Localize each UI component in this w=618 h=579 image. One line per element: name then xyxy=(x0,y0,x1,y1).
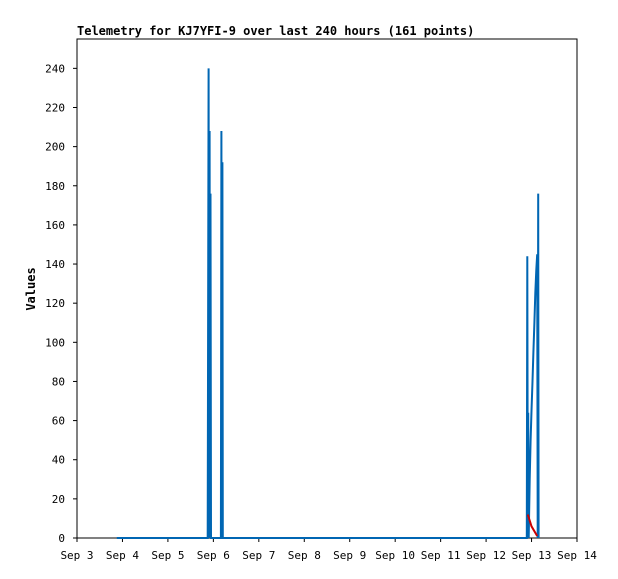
y-tick-label: 20 xyxy=(52,493,65,506)
y-tick-label: 40 xyxy=(52,454,65,467)
x-tick-label: Sep 6 xyxy=(197,549,230,562)
x-tick-label: Sep 8 xyxy=(288,549,321,562)
x-tick-label: Sep 13 xyxy=(512,549,552,562)
y-tick-label: 200 xyxy=(45,141,65,154)
x-tick-label: Sep 11 xyxy=(421,549,461,562)
x-tick-label: Sep 4 xyxy=(106,549,139,562)
x-tick-label: Sep 14 xyxy=(557,549,597,562)
x-tick-label: Sep 5 xyxy=(151,549,184,562)
series-layer xyxy=(116,68,540,539)
y-tick-label: 120 xyxy=(45,297,65,310)
x-axis: Sep 3 Sep 4 Sep 5 Sep 6 Sep 7 Sep 8 Sep 9 Sep 1… xyxy=(60,538,597,562)
x-tick-label: Sep 12 xyxy=(466,549,506,562)
y-tick-label: 180 xyxy=(45,180,65,193)
series-line-2 xyxy=(526,514,539,537)
y-tick-label: 0 xyxy=(58,532,65,545)
y-tick-label: 160 xyxy=(45,219,65,232)
y-tick-label: 140 xyxy=(45,258,65,271)
x-tick-label: Sep 9 xyxy=(333,549,366,562)
y-tick-label: 80 xyxy=(52,375,65,388)
y-axis: 0 20 40 60 80 100 120 140 160 180 200 220 240 xyxy=(45,62,77,545)
series-line-1 xyxy=(116,68,540,539)
x-tick-label: Sep 7 xyxy=(242,549,275,562)
plot-area-frame xyxy=(76,38,578,539)
y-tick-label: 240 xyxy=(45,62,65,75)
y-tick-label: 220 xyxy=(45,101,65,114)
y-tick-label: 100 xyxy=(45,336,65,349)
x-tick-label: Sep 3 xyxy=(60,549,93,562)
y-tick-label: 60 xyxy=(52,415,65,428)
x-tick-label: Sep 10 xyxy=(375,549,415,562)
y-axis-label: Values xyxy=(24,267,38,310)
chart-title: Telemetry for KJ7YFI-9 over last 240 hou… xyxy=(77,24,474,38)
